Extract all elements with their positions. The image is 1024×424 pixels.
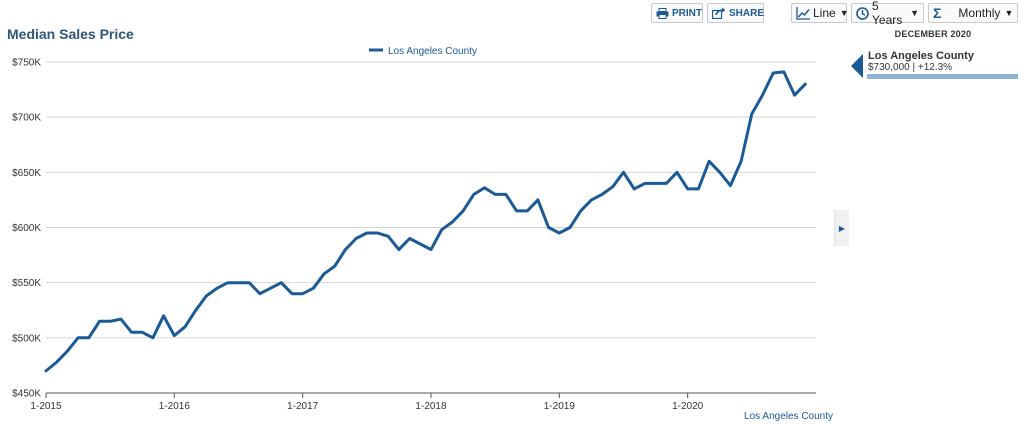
- legend[interactable]: Los Angeles County: [369, 46, 477, 57]
- x-tick-label: 1-2015: [30, 401, 62, 412]
- share-button[interactable]: SHARE: [707, 3, 764, 23]
- chart-type-value: Line: [813, 6, 836, 20]
- chart-type-select[interactable]: Line ▼: [791, 3, 849, 23]
- detail-series-bar: [867, 74, 1018, 79]
- detail-series-name: Los Angeles County: [868, 50, 974, 62]
- sigma-icon: Σ: [933, 5, 942, 21]
- x-tick-label: 1-2017: [287, 401, 319, 412]
- chevron-down-icon: ▼: [910, 8, 919, 18]
- printer-icon: [656, 7, 669, 19]
- y-tick-label: $450K: [12, 389, 41, 400]
- series-line[interactable]: [44, 70, 807, 373]
- gridlines: [46, 61, 816, 394]
- series: [44, 70, 807, 373]
- y-tick-label: $550K: [12, 278, 41, 289]
- y-tick-label: $650K: [12, 168, 41, 179]
- clock-icon: [856, 6, 869, 20]
- share-label: SHARE: [729, 7, 765, 19]
- print-button[interactable]: PRINT: [651, 3, 703, 23]
- chevron-down-icon: ▼: [1004, 8, 1014, 18]
- y-tick-label: $700K: [12, 113, 41, 124]
- range-select[interactable]: 5 Years ▼: [851, 0, 924, 27]
- legend-label: Los Angeles County: [388, 46, 477, 57]
- line-chart: $450K $500K $550K $600K $650K $700K $750K 1-20…: [12, 46, 833, 422]
- panel-toggle-handle[interactable]: ▶: [834, 210, 849, 246]
- chevron-down-icon: ▼: [839, 8, 849, 18]
- detail-date: DECEMBER 2020: [894, 29, 972, 39]
- x-tick-label: 1-2018: [415, 401, 447, 412]
- y-tick-label: $600K: [12, 223, 41, 234]
- interval-value: Monthly: [958, 6, 1001, 20]
- detail-value: $730,000 | +12.3%: [868, 62, 953, 73]
- chevron-right-icon: ▶: [838, 223, 846, 233]
- chart-title: Median Sales Price: [7, 26, 134, 42]
- pointer-arrow: [851, 54, 863, 78]
- y-tick-label: $750K: [12, 58, 41, 69]
- share-icon: [712, 7, 726, 19]
- x-tick-label: 1-2016: [159, 401, 191, 412]
- x-tick-label: 1-2020: [672, 401, 704, 412]
- x-tick-label: 1-2019: [544, 401, 576, 412]
- print-label: PRINT: [672, 7, 702, 19]
- line-chart-icon: [796, 6, 810, 20]
- region-label[interactable]: Los Angeles County: [744, 411, 833, 422]
- detail-panel: DECEMBER 2020 Los Angeles County $730,00…: [848, 26, 1024, 424]
- interval-select[interactable]: Σ Monthly ▼: [928, 3, 1018, 23]
- y-axis-ticks: $450K $500K $550K $600K $650K $700K $750K: [12, 58, 41, 400]
- range-value: 5 Years: [872, 0, 903, 27]
- y-tick-label: $500K: [12, 333, 41, 344]
- x-axis-ticks: 1-2015 1-2016 1-2017 1-2018 1-2019 1-2020: [30, 393, 704, 412]
